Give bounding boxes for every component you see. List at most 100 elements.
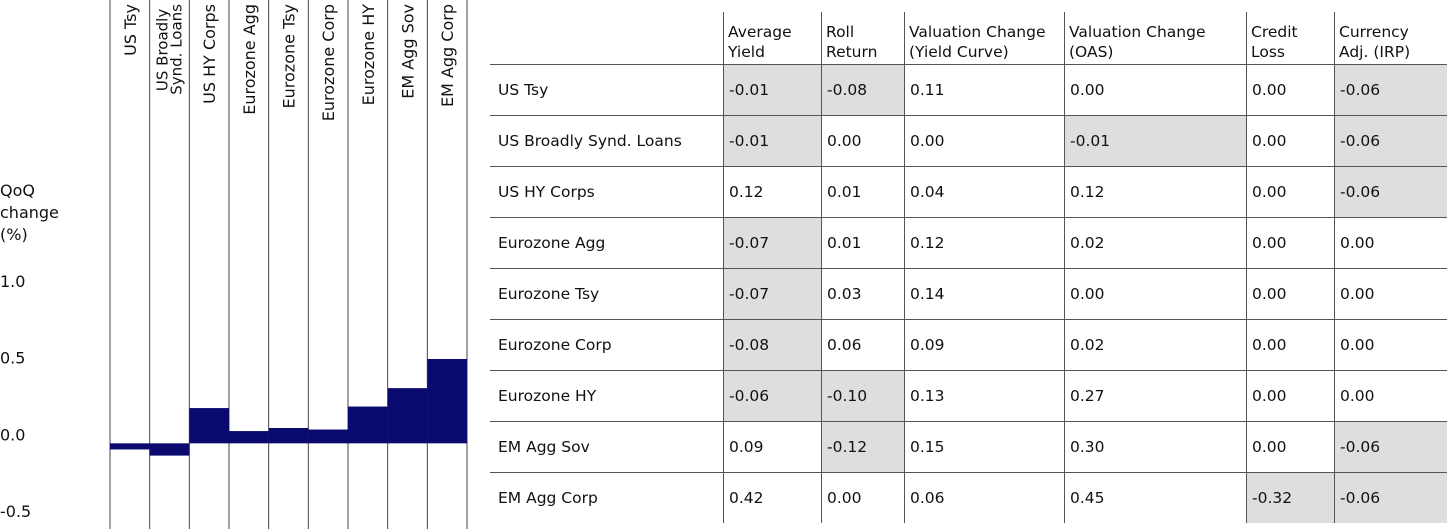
row-label: EM Agg Sov: [490, 421, 724, 473]
column-header: Credit Loss: [1246, 12, 1335, 65]
row-label: Eurozone Agg: [490, 217, 724, 269]
table-cell: 0.03: [821, 268, 905, 320]
column-header: Valuation Change (OAS): [1064, 12, 1247, 65]
category-label: Eurozone HY: [359, 4, 378, 106]
category-label: Eurozone Corp: [319, 4, 338, 121]
table-cell: 0.14: [904, 268, 1065, 320]
table-cell: 0.00: [904, 115, 1065, 167]
table-row: Eurozone Agg -0.07 0.01 0.12 0.02 0.00 0.00: [490, 217, 1447, 269]
table-cell: -0.06: [1334, 166, 1447, 218]
table-cell: 0.30: [1064, 421, 1247, 473]
table-cell: 0.02: [1064, 217, 1247, 269]
bar: [149, 443, 190, 456]
table-row: EM Agg Corp 0.42 0.00 0.06 0.45 -0.32 -0.06: [490, 472, 1447, 523]
table-row: US Broadly Synd. Loans -0.01 0.00 0.00 -0.01…: [490, 115, 1447, 167]
table-row: EM Agg Sov 0.09 -0.12 0.15 0.30 0.00 -0.06: [490, 421, 1447, 473]
category-label: Eurozone Tsy: [280, 4, 299, 108]
table-cell: 0.11: [904, 64, 1065, 116]
bar: [189, 408, 229, 444]
bar: [229, 431, 269, 444]
table-cell: -0.07: [723, 217, 822, 269]
column-header: Roll Return: [821, 12, 905, 65]
table-cell: 0.00: [1334, 268, 1447, 320]
table-cell: 0.00: [1246, 319, 1335, 371]
table-cell: 0.09: [904, 319, 1065, 371]
bar: [348, 406, 388, 444]
table-cell: 0.12: [1064, 166, 1247, 218]
chart: -0.5 0.0 0.5 1.0 US Tsy US Broadly Synd. Loan…: [0, 0, 468, 529]
table-cell: 0.00: [1246, 370, 1335, 422]
table-cell: 0.00: [1246, 64, 1335, 116]
table-cell: 0.00: [1246, 421, 1335, 473]
table-cell: 0.00: [821, 472, 905, 523]
row-label: US Broadly Synd. Loans: [490, 115, 724, 167]
table-cell: 0.00: [1064, 64, 1247, 116]
table-cell: 0.06: [821, 319, 905, 371]
table-cell: 0.12: [723, 166, 822, 218]
y-tick-label: 0.0: [0, 425, 25, 444]
row-label: Eurozone HY: [490, 370, 724, 422]
table-cell: -0.08: [821, 64, 905, 116]
column-header: Average Yield: [723, 12, 822, 65]
table-cell: -0.07: [723, 268, 822, 320]
table-cell: -0.01: [1064, 115, 1247, 167]
table-cell: 0.00: [1246, 166, 1335, 218]
bar: [387, 388, 428, 444]
category-label: EM Agg Corp: [438, 4, 457, 107]
y-tick-label: 0.5: [0, 349, 25, 368]
category-label: EM Agg Sov: [399, 4, 418, 99]
column-header: [490, 12, 724, 65]
table-cell: 0.00: [1334, 319, 1447, 371]
table-cell: 0.00: [1064, 268, 1247, 320]
table-cell: -0.10: [821, 370, 905, 422]
table-cell: -0.06: [1334, 64, 1447, 116]
table-cell: -0.08: [723, 319, 822, 371]
row-label: EM Agg Corp: [490, 472, 724, 523]
table-cell: 0.12: [904, 217, 1065, 269]
y-tick-label: 1.0: [0, 272, 25, 291]
category-label: US Broadly Synd. Loans: [154, 4, 186, 95]
column-header: Valuation Change (Yield Curve): [904, 12, 1065, 65]
row-label: Eurozone Tsy: [490, 268, 724, 320]
table-cell: 0.09: [723, 421, 822, 473]
y-tick-label: -0.5: [0, 502, 31, 521]
table-cell: 0.00: [1246, 217, 1335, 269]
row-label: US HY Corps: [490, 166, 724, 218]
bar: [308, 429, 348, 444]
table-cell: 0.01: [821, 166, 905, 218]
table-cell: -0.12: [821, 421, 905, 473]
bar: [268, 428, 309, 444]
table: Average Yield Roll Return Valuation Change…: [490, 12, 1447, 523]
bar: [110, 443, 150, 450]
table-row: US HY Corps 0.12 0.01 0.04 0.12 0.00 -0.06: [490, 166, 1447, 218]
category-label: Eurozone Agg: [240, 4, 259, 115]
table-cell: -0.06: [1334, 115, 1447, 167]
bar: [427, 359, 467, 444]
row-label: Eurozone Corp: [490, 319, 724, 371]
table-cell: -0.06: [1334, 421, 1447, 473]
table-cell: 0.02: [1064, 319, 1247, 371]
table-row: Eurozone Tsy -0.07 0.03 0.14 0.00 0.00 0.00: [490, 268, 1447, 320]
column-header: Currency Adj. (IRP): [1334, 12, 1447, 65]
table-cell: 0.01: [821, 217, 905, 269]
table-cell: 0.42: [723, 472, 822, 523]
table-cell: 0.00: [821, 115, 905, 167]
table-cell: 0.04: [904, 166, 1065, 218]
table-cell: 0.00: [1246, 115, 1335, 167]
table-cell: 0.00: [1334, 217, 1447, 269]
row-label: US Tsy: [490, 64, 724, 116]
y-axis-label: QoQ change (%): [0, 181, 59, 244]
table-cell: 0.00: [1334, 370, 1447, 422]
table-cell: -0.01: [723, 115, 822, 167]
table-cell: -0.06: [723, 370, 822, 422]
table-cell: -0.32: [1246, 472, 1335, 523]
table-cell: 0.00: [1246, 268, 1335, 320]
table-cell: 0.13: [904, 370, 1065, 422]
table-row: Eurozone Corp -0.08 0.06 0.09 0.02 0.00 0.00: [490, 319, 1447, 371]
table-cell: 0.15: [904, 421, 1065, 473]
table-row: US Tsy -0.01 -0.08 0.11 0.00 0.00 -0.06: [490, 64, 1447, 116]
table-cell: 0.27: [1064, 370, 1247, 422]
table-cell: 0.06: [904, 472, 1065, 523]
category-label: US HY Corps: [200, 4, 219, 104]
